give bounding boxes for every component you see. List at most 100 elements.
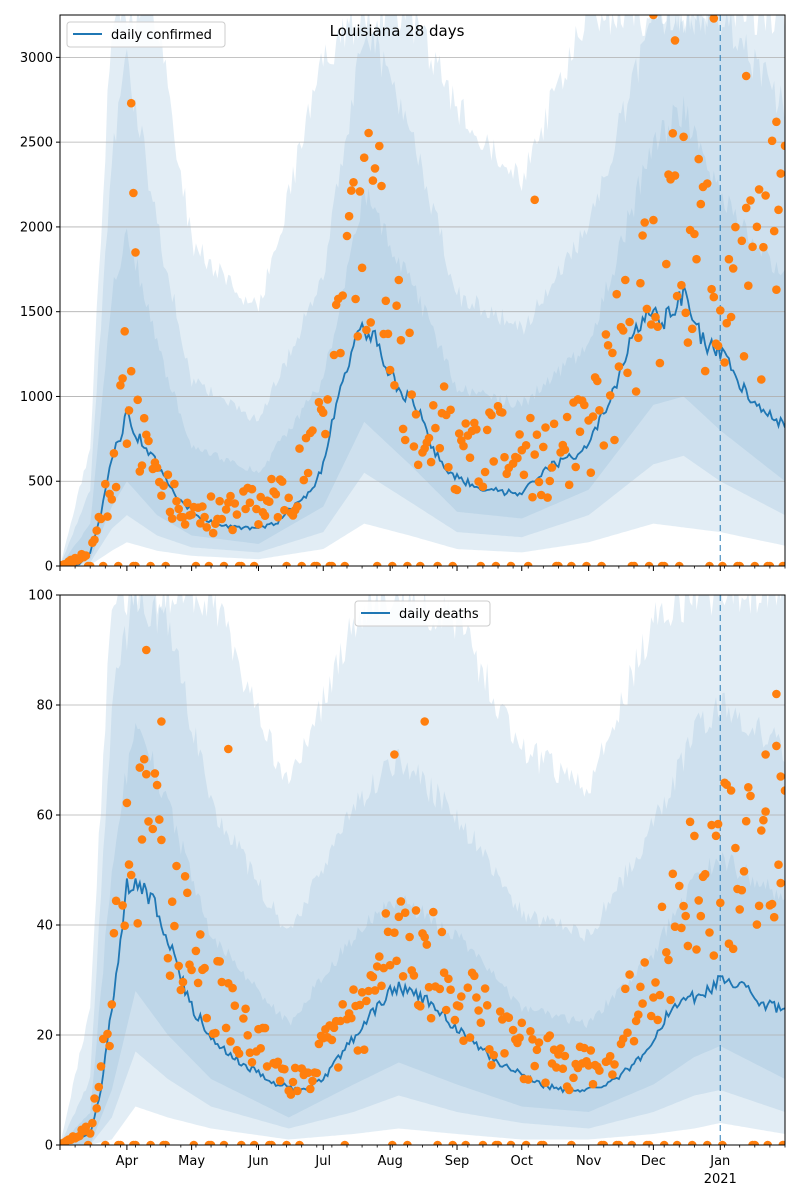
y-tick-label: 1000 [20,390,53,405]
observed-point [129,188,138,198]
observed-point [85,1129,95,1138]
observed-point [623,1028,632,1037]
observed-point [230,1001,240,1010]
observed-point [224,498,233,507]
observed-point [709,292,719,302]
observed-point [681,308,690,318]
observed-point [612,289,621,299]
observed-point [318,408,328,418]
observed-point [295,444,304,453]
observed-point [478,1140,488,1145]
chart-title: Louisiana 28 days [330,22,465,40]
observed-point [662,259,671,269]
x-tick-label: Dec [641,1154,666,1169]
observed-point [757,375,766,384]
observed-point [744,281,753,291]
observed-point [245,1048,255,1057]
observed-point [249,1140,259,1145]
observed-point [504,1013,514,1022]
observed-point [580,1043,589,1053]
observed-point [90,1094,99,1103]
observed-point [416,561,425,566]
observed-point [679,901,688,911]
observed-point [687,1140,697,1145]
observed-point [599,1140,609,1145]
observed-point [651,312,660,322]
observed-point [98,561,108,566]
observed-point [618,326,628,335]
observed-point [642,304,652,314]
observed-point [528,492,537,502]
observed-point [254,520,263,529]
observed-point [476,561,486,566]
observed-point [439,382,449,391]
observed-point [111,482,121,492]
observed-point [554,561,563,566]
observed-point [774,205,783,215]
observed-point [567,561,576,566]
observed-point [191,561,201,566]
observed-point [176,985,186,995]
observed-point [338,291,348,300]
y-tick-label: 80 [36,699,53,714]
observed-point [303,468,313,478]
observed-point [88,1118,97,1128]
observed-point [752,920,762,929]
observed-point [159,481,168,491]
observed-point [101,1140,110,1145]
observed-point [670,171,680,180]
confirmed-x-ticks [59,566,786,571]
observed-point [180,520,190,529]
observed-point [586,1046,596,1055]
observed-point [528,1035,537,1044]
observed-point [334,1063,343,1072]
observed-point [81,1122,91,1132]
observed-point [679,132,688,142]
observed-point [200,512,209,522]
observed-point [618,1034,628,1044]
observed-point [454,429,464,438]
observed-point [411,410,421,419]
observed-point [472,993,481,1002]
observed-point [226,491,235,501]
x-tick-label: Apr [116,1154,139,1169]
observed-point [245,498,255,508]
observed-point [521,1140,531,1145]
observed-point [426,1013,436,1023]
observed-point [759,242,768,252]
observed-point [685,817,695,827]
observed-point [728,944,738,954]
observed-point [564,1085,574,1095]
observed-point [170,921,179,931]
observed-point [109,449,119,458]
observed-point [144,436,153,446]
observed-point [228,983,237,993]
observed-point [532,430,542,440]
uncertainty-band [60,595,785,1145]
observed-point [126,98,136,108]
observed-point [167,514,177,523]
deaths-panel: 0 20 40 60 80 100 Apr May Jun Jul Aug Sep Oct Nov Dec… [28,589,786,1187]
observed-point [726,312,736,322]
observed-point [495,1007,505,1016]
observed-point [383,927,393,937]
deaths-bands [60,595,785,1145]
observed-point [178,977,188,987]
confirmed-legend: daily confirmed [66,21,226,48]
observed-point [372,962,382,971]
observed-point [230,499,240,508]
observed-point [262,1062,272,1071]
observed-point [672,1140,682,1145]
observed-point [275,1076,285,1086]
y-tick-label: 500 [28,475,53,490]
observed-point [659,1140,669,1145]
observed-point [260,511,270,520]
confirmed-panel: 0 500 1000 1500 2000 2500 3000 Louisiana 28 da… [20,14,786,575]
observed-point [133,395,142,405]
x-tick-label: Aug [377,1154,402,1169]
observed-point [718,1140,727,1145]
observed-point [765,561,775,566]
observed-point [241,1004,250,1014]
observed-point [694,896,703,905]
